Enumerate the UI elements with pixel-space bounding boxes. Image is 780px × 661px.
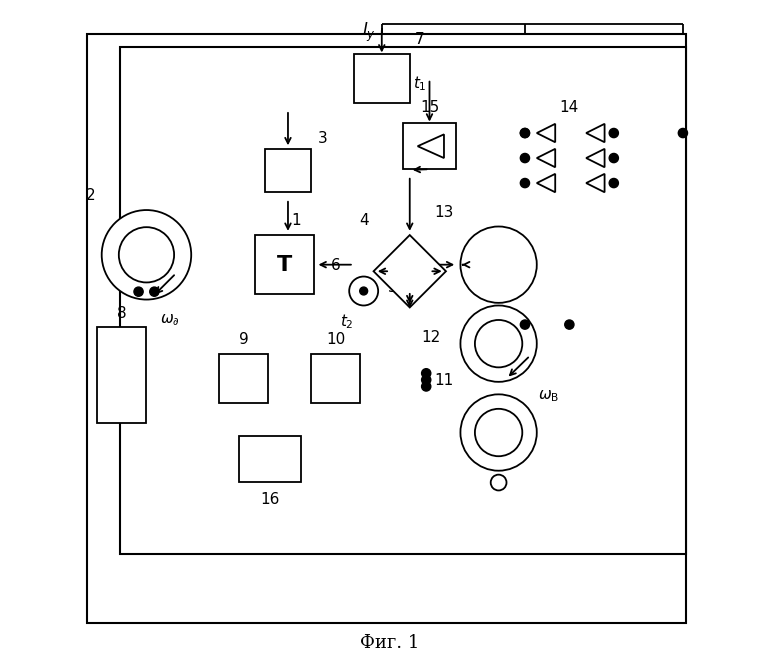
Text: 4: 4 [359,214,368,229]
Text: 7: 7 [415,32,424,48]
Circle shape [491,475,506,490]
Bar [403,123,456,169]
Text: 15: 15 [420,100,439,115]
Circle shape [460,395,537,471]
Bar [120,48,686,555]
Bar [311,354,360,403]
Circle shape [475,320,523,368]
Circle shape [520,153,530,163]
Circle shape [101,210,191,299]
Circle shape [609,128,619,137]
Text: 8: 8 [117,305,126,321]
Circle shape [119,227,174,282]
Circle shape [422,369,431,378]
Polygon shape [537,124,555,142]
Circle shape [460,227,537,303]
Bar [97,327,147,422]
Circle shape [422,382,431,391]
Circle shape [150,287,159,296]
Polygon shape [586,174,604,192]
Circle shape [609,178,619,188]
Bar [255,235,314,294]
Polygon shape [374,235,446,307]
Text: Фиг. 1: Фиг. 1 [360,634,420,652]
Text: 1: 1 [292,214,301,229]
Circle shape [520,128,530,137]
Text: T: T [277,254,292,275]
Circle shape [565,320,574,329]
Circle shape [609,153,619,163]
Text: 16: 16 [261,492,279,507]
Circle shape [475,408,523,456]
Text: $\omega_{\text{B}}$: $\omega_{\text{B}}$ [538,389,559,404]
Text: 2: 2 [86,188,95,204]
Circle shape [520,178,530,188]
Text: $t_2$: $t_2$ [340,312,354,330]
Circle shape [422,375,431,385]
Text: 10: 10 [326,332,346,347]
Bar [265,149,311,192]
Circle shape [460,305,537,382]
Polygon shape [586,149,604,167]
Bar [87,34,686,623]
Circle shape [679,128,687,137]
Text: $t_1$: $t_1$ [413,74,427,93]
Circle shape [134,287,144,296]
Circle shape [520,320,530,329]
Polygon shape [537,149,555,167]
Bar [239,436,301,482]
Polygon shape [417,134,444,158]
Polygon shape [537,174,555,192]
Circle shape [360,287,367,295]
Text: 9: 9 [239,332,248,347]
Text: 14: 14 [560,100,579,114]
Text: 5: 5 [388,280,398,295]
Bar [354,54,410,103]
Text: 12: 12 [421,330,441,344]
Text: 3: 3 [317,131,328,146]
Circle shape [349,276,378,305]
Circle shape [520,128,530,137]
Text: $\omega_\partial$: $\omega_\partial$ [160,313,179,329]
Text: $I_y$: $I_y$ [362,21,375,44]
Bar [219,354,268,403]
Text: 11: 11 [434,373,454,388]
Polygon shape [586,124,604,142]
Text: 6: 6 [332,258,341,273]
Text: 13: 13 [434,205,454,220]
